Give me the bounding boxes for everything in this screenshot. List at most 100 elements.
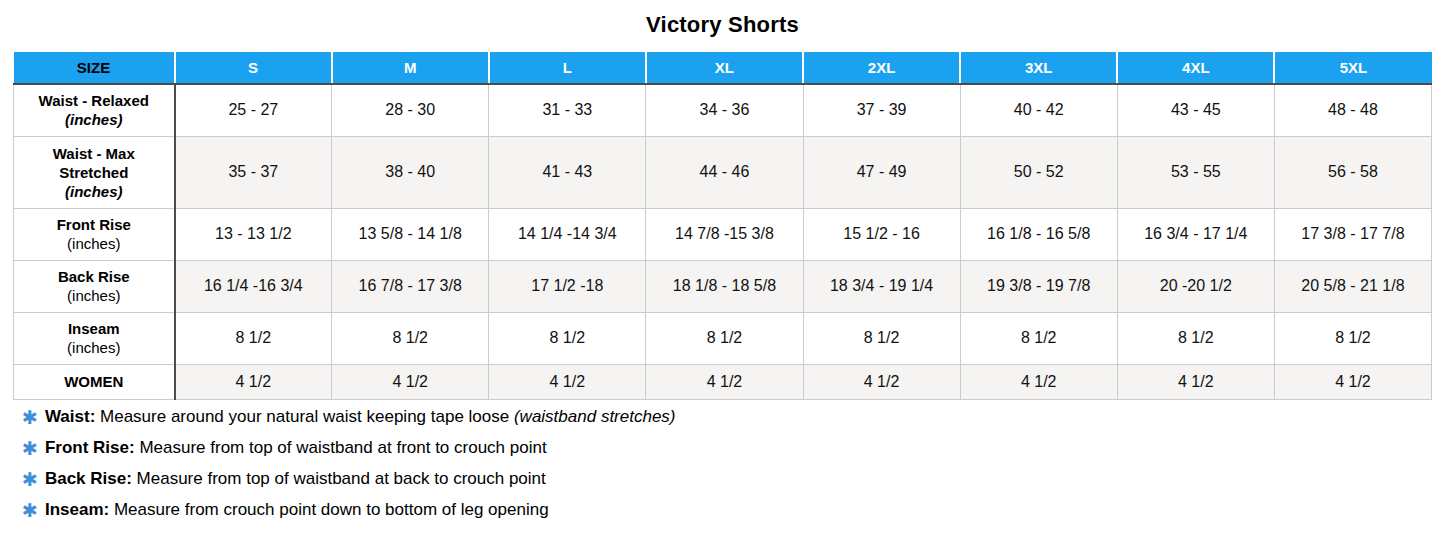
text-segment: Front Rise:: [45, 438, 135, 458]
cell-women-2xl: 4 1/2: [803, 364, 960, 399]
table-header: SIZESMLXL2XL3XL4XL5XL: [14, 52, 1432, 84]
cell-women-s: 4 1/2: [175, 364, 332, 399]
column-header-size: SIZE: [14, 52, 175, 84]
table-row-waist-max-stretched: Waist - MaxStretched(inches)35 - 3738 - …: [14, 136, 1432, 208]
text-segment: Front Rise: [18, 215, 170, 234]
cell-front-rise-l: 14 1/4 -14 3/4: [489, 208, 646, 260]
size-chart-page: Victory Shorts SIZESMLXL2XL3XL4XL5XL Wai…: [0, 0, 1445, 538]
cell-inseam-l: 8 1/2: [489, 312, 646, 364]
cell-back-rise-m: 16 7/8 - 17 3/8: [332, 260, 489, 312]
cell-waist-relaxed-l: 31 - 33: [489, 84, 646, 136]
cell-front-rise-3xl: 16 1/8 - 16 5/8: [960, 208, 1117, 260]
table-row-women: WOMEN4 1/24 1/24 1/24 1/24 1/24 1/24 1/2…: [14, 364, 1432, 399]
text-segment: Measure from top of waistband at back to…: [132, 469, 546, 489]
cell-waist-max-stretched-3xl: 50 - 52: [960, 136, 1117, 208]
row-label-women: WOMEN: [14, 364, 175, 399]
text-segment: Inseam:: [45, 500, 109, 520]
footnote-1: ✱ Front Rise: Measure from top of waistba…: [22, 439, 1445, 458]
text-segment: WOMEN: [18, 372, 170, 391]
text-segment: (inches): [18, 182, 170, 201]
table-body: Waist - Relaxed(inches)25 - 2728 - 3031 …: [14, 84, 1432, 399]
column-header-xl: XL: [646, 52, 803, 84]
cell-front-rise-2xl: 15 1/2 - 16: [803, 208, 960, 260]
text-segment: Waist - Relaxed: [18, 91, 170, 110]
cell-inseam-s: 8 1/2: [175, 312, 332, 364]
row-label-waist-max-stretched: Waist - MaxStretched(inches): [14, 136, 175, 208]
text-segment: (waistband stretches): [514, 407, 676, 427]
text-segment: Measure from top of waistband at front t…: [135, 438, 547, 458]
row-label-back-rise: Back Rise(inches): [14, 260, 175, 312]
table-row-back-rise: Back Rise(inches)16 1/4 -16 3/416 7/8 - …: [14, 260, 1432, 312]
cell-waist-relaxed-5xl: 48 - 48: [1274, 84, 1431, 136]
text-segment: Back Rise:: [45, 469, 132, 489]
table-row-waist-relaxed: Waist - Relaxed(inches)25 - 2728 - 3031 …: [14, 84, 1432, 136]
footnotes: ✱ Waist: Measure around your natural wais…: [22, 408, 1445, 520]
header-row: SIZESMLXL2XL3XL4XL5XL: [14, 52, 1432, 84]
asterisk-icon: ✱: [22, 470, 38, 489]
cell-women-4xl: 4 1/2: [1117, 364, 1274, 399]
cell-back-rise-3xl: 19 3/8 - 19 7/8: [960, 260, 1117, 312]
text-segment: Measure around your natural waist keepin…: [95, 407, 514, 427]
column-header-m: M: [332, 52, 489, 84]
cell-back-rise-xl: 18 1/8 - 18 5/8: [646, 260, 803, 312]
row-label-front-rise: Front Rise(inches): [14, 208, 175, 260]
table-row-front-rise: Front Rise(inches)13 - 13 1/213 5/8 - 14…: [14, 208, 1432, 260]
cell-front-rise-m: 13 5/8 - 14 1/8: [332, 208, 489, 260]
cell-waist-relaxed-3xl: 40 - 42: [960, 84, 1117, 136]
cell-women-5xl: 4 1/2: [1274, 364, 1431, 399]
text-segment: Measure from crouch point down to bottom…: [109, 500, 548, 520]
cell-front-rise-s: 13 - 13 1/2: [175, 208, 332, 260]
cell-front-rise-5xl: 17 3/8 - 17 7/8: [1274, 208, 1431, 260]
cell-inseam-xl: 8 1/2: [646, 312, 803, 364]
cell-waist-max-stretched-s: 35 - 37: [175, 136, 332, 208]
size-chart-table: SIZESMLXL2XL3XL4XL5XL Waist - Relaxed(in…: [13, 52, 1432, 400]
cell-back-rise-l: 17 1/2 -18: [489, 260, 646, 312]
text-segment: Inseam: [18, 319, 170, 338]
cell-waist-max-stretched-m: 38 - 40: [332, 136, 489, 208]
cell-waist-relaxed-4xl: 43 - 45: [1117, 84, 1274, 136]
cell-inseam-5xl: 8 1/2: [1274, 312, 1431, 364]
cell-waist-max-stretched-l: 41 - 43: [489, 136, 646, 208]
cell-waist-relaxed-2xl: 37 - 39: [803, 84, 960, 136]
column-header-2xl: 2XL: [803, 52, 960, 84]
page-title: Victory Shorts: [0, 0, 1445, 38]
column-header-s: S: [175, 52, 332, 84]
column-header-3xl: 3XL: [960, 52, 1117, 84]
cell-waist-max-stretched-xl: 44 - 46: [646, 136, 803, 208]
cell-back-rise-s: 16 1/4 -16 3/4: [175, 260, 332, 312]
cell-inseam-3xl: 8 1/2: [960, 312, 1117, 364]
cell-women-m: 4 1/2: [332, 364, 489, 399]
text-segment: Back Rise: [18, 267, 170, 286]
text-segment: (inches): [18, 286, 170, 305]
text-segment: Waist:: [45, 407, 95, 427]
column-header-l: L: [489, 52, 646, 84]
text-segment: Waist - Max: [18, 144, 170, 163]
column-header-4xl: 4XL: [1117, 52, 1274, 84]
footnote-3: ✱ Inseam: Measure from crouch point down …: [22, 501, 1445, 520]
asterisk-icon: ✱: [22, 439, 38, 458]
cell-women-3xl: 4 1/2: [960, 364, 1117, 399]
cell-back-rise-4xl: 20 -20 1/2: [1117, 260, 1274, 312]
cell-waist-max-stretched-2xl: 47 - 49: [803, 136, 960, 208]
cell-back-rise-2xl: 18 3/4 - 19 1/4: [803, 260, 960, 312]
asterisk-icon: ✱: [22, 501, 38, 520]
table-row-inseam: Inseam(inches)8 1/28 1/28 1/28 1/28 1/28…: [14, 312, 1432, 364]
text-segment: (inches): [18, 234, 170, 253]
row-label-waist-relaxed: Waist - Relaxed(inches): [14, 84, 175, 136]
cell-waist-relaxed-xl: 34 - 36: [646, 84, 803, 136]
cell-front-rise-4xl: 16 3/4 - 17 1/4: [1117, 208, 1274, 260]
cell-women-l: 4 1/2: [489, 364, 646, 399]
cell-waist-max-stretched-5xl: 56 - 58: [1274, 136, 1431, 208]
cell-front-rise-xl: 14 7/8 -15 3/8: [646, 208, 803, 260]
cell-waist-max-stretched-4xl: 53 - 55: [1117, 136, 1274, 208]
cell-inseam-4xl: 8 1/2: [1117, 312, 1274, 364]
cell-waist-relaxed-m: 28 - 30: [332, 84, 489, 136]
footnote-0: ✱Waist: Measure around your natural wais…: [22, 408, 1445, 427]
text-segment: Stretched: [18, 163, 170, 182]
row-label-inseam: Inseam(inches): [14, 312, 175, 364]
cell-women-xl: 4 1/2: [646, 364, 803, 399]
cell-back-rise-5xl: 20 5/8 - 21 1/8: [1274, 260, 1431, 312]
column-header-5xl: 5XL: [1274, 52, 1431, 84]
text-segment: (inches): [18, 110, 170, 129]
cell-inseam-2xl: 8 1/2: [803, 312, 960, 364]
